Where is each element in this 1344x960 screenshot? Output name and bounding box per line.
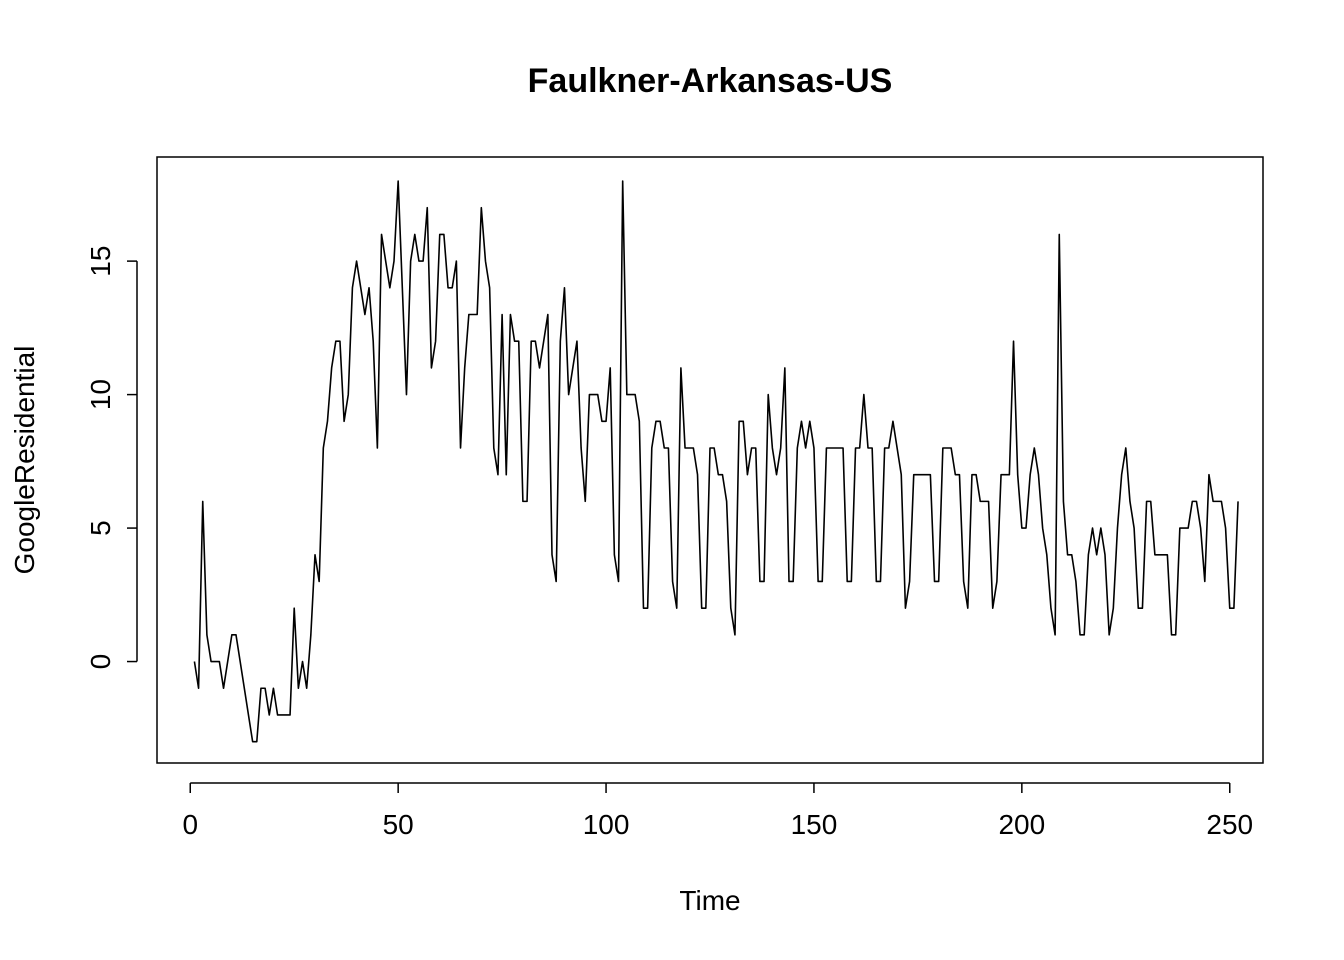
x-tick-label: 250 (1206, 809, 1253, 840)
series-line (193, 180, 1239, 743)
y-tick-label: 10 (85, 379, 116, 410)
y-axis-label: GoogleResidential (9, 346, 40, 575)
x-axis: 0 50 100 150 200 250 (182, 782, 1253, 840)
chart-title: Faulkner-Arkansas-US (528, 62, 893, 100)
plot-frame (156, 156, 1264, 764)
x-tick-label: 100 (583, 809, 630, 840)
y-axis: 0 5 10 15 (85, 246, 138, 670)
x-tick-label: 50 (383, 809, 414, 840)
x-axis-label: Time (679, 885, 740, 916)
y-tick-label: 15 (85, 246, 116, 277)
x-tick-label: 0 (182, 809, 198, 840)
x-tick-label: 150 (791, 809, 838, 840)
y-tick-label: 0 (85, 654, 116, 670)
x-tick-label: 200 (998, 809, 1045, 840)
y-tick-label: 5 (85, 520, 116, 536)
